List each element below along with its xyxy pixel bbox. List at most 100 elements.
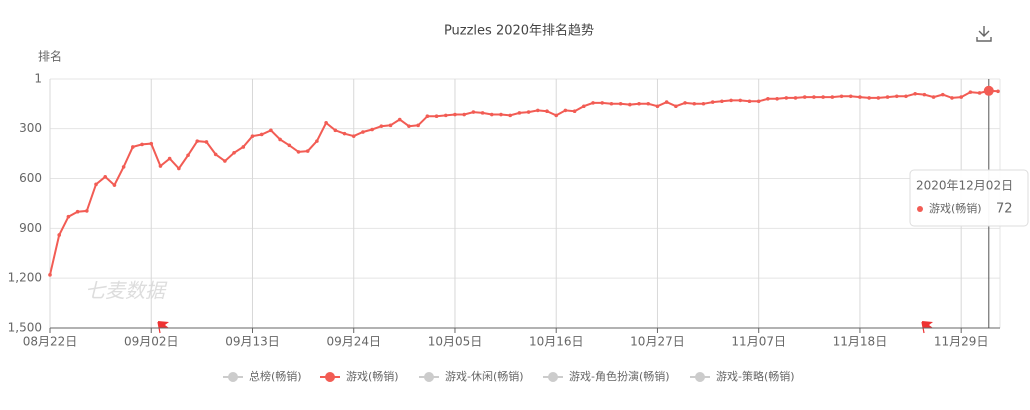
x-tick-label: 09月02日 (124, 335, 179, 349)
tooltip-title: 2020年12月02日 (916, 179, 1013, 193)
point (259, 132, 264, 137)
tooltip-marker (917, 206, 923, 212)
point (48, 273, 52, 277)
point (996, 89, 1000, 94)
tooltip-series: 游戏(畅销) (929, 201, 982, 215)
point (618, 101, 623, 106)
legend-item[interactable]: 游戏-策略(畅销) (690, 369, 795, 383)
point (802, 95, 807, 99)
point (904, 94, 908, 99)
point (333, 128, 338, 133)
x-tick-label: 09月13日 (225, 335, 280, 349)
point (94, 182, 98, 187)
point (462, 112, 466, 117)
point (241, 145, 246, 149)
point (793, 96, 798, 100)
point (830, 95, 835, 99)
point (983, 85, 994, 96)
line (49, 89, 999, 276)
x-tick-label: 11月29日 (934, 335, 989, 349)
point (720, 99, 724, 104)
point (112, 183, 117, 187)
legend-marker (325, 372, 335, 382)
point (517, 111, 522, 115)
point (536, 108, 540, 113)
point (968, 90, 973, 94)
y-tick-label: 900 (19, 221, 42, 235)
point (545, 109, 549, 114)
tooltip-value: 72 (996, 202, 1013, 217)
y-tick-label: 1,200 (8, 271, 42, 285)
x-tick-label: 10月27日 (630, 335, 685, 349)
point (508, 113, 512, 118)
point (278, 137, 282, 142)
point (821, 95, 825, 99)
x-tick-label: 10月05日 (428, 335, 483, 349)
point (858, 95, 862, 99)
point (812, 95, 816, 99)
point (766, 96, 770, 101)
legend-label: 游戏(畅销) (346, 369, 399, 383)
legend-label: 游戏-角色扮演(畅销) (569, 369, 670, 383)
point (848, 94, 853, 99)
legend-item[interactable]: 游戏-休闲(畅销) (419, 369, 524, 383)
point (195, 139, 200, 143)
point (499, 112, 503, 117)
point (674, 104, 678, 109)
point (867, 96, 871, 100)
legend-item[interactable]: 游戏(畅销) (320, 369, 399, 383)
point (940, 92, 945, 97)
point (315, 139, 319, 143)
point (213, 152, 218, 157)
point (738, 98, 743, 103)
point (756, 99, 761, 104)
point (103, 175, 108, 179)
point (701, 101, 706, 106)
point (637, 101, 641, 106)
point (480, 111, 485, 115)
point (66, 214, 71, 219)
x-tick-label: 09月24日 (326, 335, 381, 349)
point (85, 209, 89, 213)
point (158, 164, 163, 168)
point (57, 233, 62, 237)
legend-item[interactable]: 游戏-角色扮演(畅销) (543, 369, 670, 383)
download-button[interactable] (976, 26, 992, 42)
point (747, 99, 752, 104)
y-tick-label: 1 (34, 72, 42, 86)
point (453, 112, 457, 117)
point (407, 124, 411, 128)
point (710, 100, 715, 104)
point (167, 156, 172, 161)
point (563, 108, 568, 113)
point (526, 110, 531, 114)
legend-item[interactable]: 总榜(畅销) (223, 369, 302, 383)
point (489, 112, 494, 117)
chart-title: Puzzles 2020年排名趋势 (444, 23, 594, 39)
point (397, 117, 402, 122)
point (269, 128, 273, 133)
point (664, 100, 669, 104)
x-tick-label: 11月07日 (731, 335, 786, 349)
point (591, 101, 595, 105)
point (204, 140, 209, 144)
point (775, 96, 779, 101)
flag (157, 321, 169, 334)
x-tick-label: 08月22日 (23, 335, 78, 349)
point (388, 123, 393, 128)
point (959, 95, 963, 99)
point (223, 159, 227, 163)
point (370, 127, 374, 132)
point (554, 113, 559, 118)
x-tick-label: 11月18日 (833, 335, 888, 349)
legend-label: 游戏-休闲(畅销) (445, 369, 524, 383)
point (628, 102, 632, 107)
point (977, 91, 982, 95)
point (913, 91, 917, 96)
point (287, 143, 292, 148)
point (922, 92, 927, 97)
x-tick-label: 10月16日 (529, 335, 584, 349)
point (692, 101, 697, 106)
point (784, 96, 789, 100)
